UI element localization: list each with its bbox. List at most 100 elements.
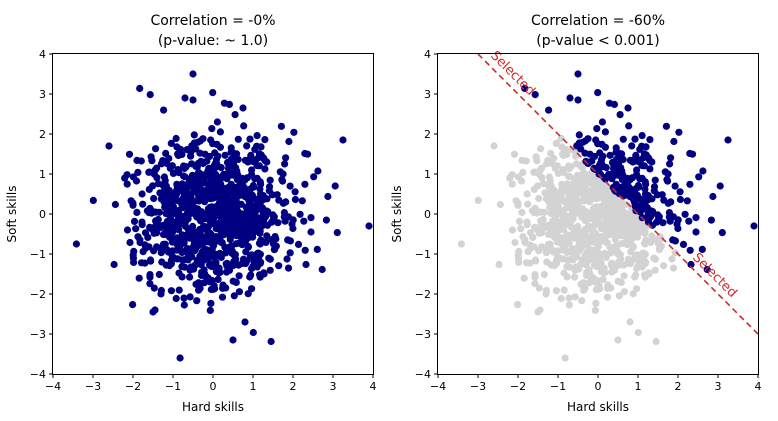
scatter-point (537, 217, 545, 225)
scatter-point (567, 222, 575, 231)
scatter-point (565, 294, 573, 302)
scatter-point (313, 245, 321, 253)
scatter-point (549, 248, 558, 256)
scatter-point (566, 94, 574, 102)
scatter-point (607, 222, 616, 230)
scatter-point (223, 217, 231, 225)
scatter-point (162, 209, 171, 217)
scatter-point (207, 136, 215, 144)
scatter-point (217, 228, 226, 236)
scatter-point (235, 219, 243, 227)
scatter-point (195, 286, 203, 294)
scatter-point (630, 192, 638, 200)
x-tick-label: 1 (635, 380, 642, 393)
scatter-point (190, 210, 198, 218)
scatter-point (261, 136, 269, 144)
scatter-point (161, 240, 169, 248)
scatter-point (638, 132, 646, 140)
scatter-point (633, 251, 641, 259)
scatter-point (558, 234, 566, 242)
scatter-point (262, 238, 270, 246)
scatter-point (186, 248, 194, 256)
scatter-point (235, 288, 243, 296)
scatter-point (227, 161, 235, 169)
scatter-point (189, 226, 197, 234)
y-tick-label: 3 (39, 88, 46, 101)
scatter-point (191, 180, 199, 188)
scatter-point (537, 145, 545, 153)
scatter-point (200, 266, 208, 274)
scatter-point (307, 214, 315, 222)
scatter-point (695, 173, 703, 181)
scatter-point (152, 217, 160, 225)
scatter-point (633, 264, 641, 273)
scatter-point (165, 186, 173, 195)
scatter-point (232, 231, 240, 239)
scatter-point (302, 260, 310, 269)
scatter-point (160, 183, 168, 191)
scatter-point (191, 261, 199, 269)
scatter-point (594, 89, 602, 97)
x-tick-label: −4 (430, 380, 446, 393)
y-tick-label: 1 (39, 168, 46, 181)
x-tick-label: −1 (550, 380, 566, 393)
scatter-point (683, 197, 691, 205)
scatter-point (599, 275, 607, 283)
scatter-point (626, 318, 634, 326)
scatter-point (219, 284, 227, 292)
scatter-point (164, 248, 173, 256)
scatter-point (247, 207, 255, 215)
scatter-point (199, 135, 207, 143)
scatter-point (686, 246, 694, 254)
scatter-point (246, 135, 254, 143)
scatter-point (253, 202, 261, 210)
scatter-point (173, 246, 181, 254)
scatter-point (227, 155, 235, 163)
scatter-point (557, 294, 565, 303)
scatter-point (631, 198, 639, 206)
scatter-point (512, 197, 520, 205)
scatter-point (521, 238, 529, 247)
left-chart-subtitle: (p-value: ~ 1.0) (158, 33, 268, 49)
scatter-point (192, 280, 200, 288)
y-tick-label: −2 (30, 288, 46, 301)
scatter-point (247, 154, 255, 162)
scatter-point (180, 294, 188, 302)
scatter-point (530, 168, 538, 176)
selection-threshold-line (477, 54, 758, 335)
scatter-point (127, 197, 135, 205)
scatter-point (625, 122, 633, 130)
scatter-point (588, 188, 596, 197)
scatter-point (554, 210, 563, 218)
scatter-point (608, 259, 616, 267)
scatter-point (214, 275, 222, 283)
scatter-point (203, 188, 211, 197)
scatter-point (255, 162, 263, 170)
x-tick-label: −4 (45, 380, 61, 393)
scatter-point (554, 253, 562, 261)
scatter-point (527, 244, 535, 252)
scatter-point (285, 137, 293, 146)
scatter-point (274, 219, 282, 227)
scatter-point (272, 235, 280, 243)
scatter-point (617, 278, 625, 286)
scatter-point (532, 208, 541, 216)
scatter-point (667, 154, 675, 162)
y-tick-label: 0 (39, 208, 46, 221)
scatter-point (248, 285, 256, 293)
scatter-point (593, 218, 602, 226)
scatter-point (671, 249, 679, 257)
scatter-point (600, 201, 608, 210)
scatter-point (514, 301, 522, 309)
scatter-point (606, 171, 614, 179)
scatter-point (634, 181, 643, 190)
x-tick-label: −2 (125, 380, 141, 393)
scatter-point (178, 150, 186, 158)
scatter-point (584, 135, 592, 143)
scatter-point (645, 270, 653, 278)
scatter-point (141, 259, 149, 267)
scatter-point (641, 190, 650, 198)
scatter-point (229, 261, 237, 270)
scatter-point (575, 172, 583, 180)
scatter-point (514, 173, 523, 181)
